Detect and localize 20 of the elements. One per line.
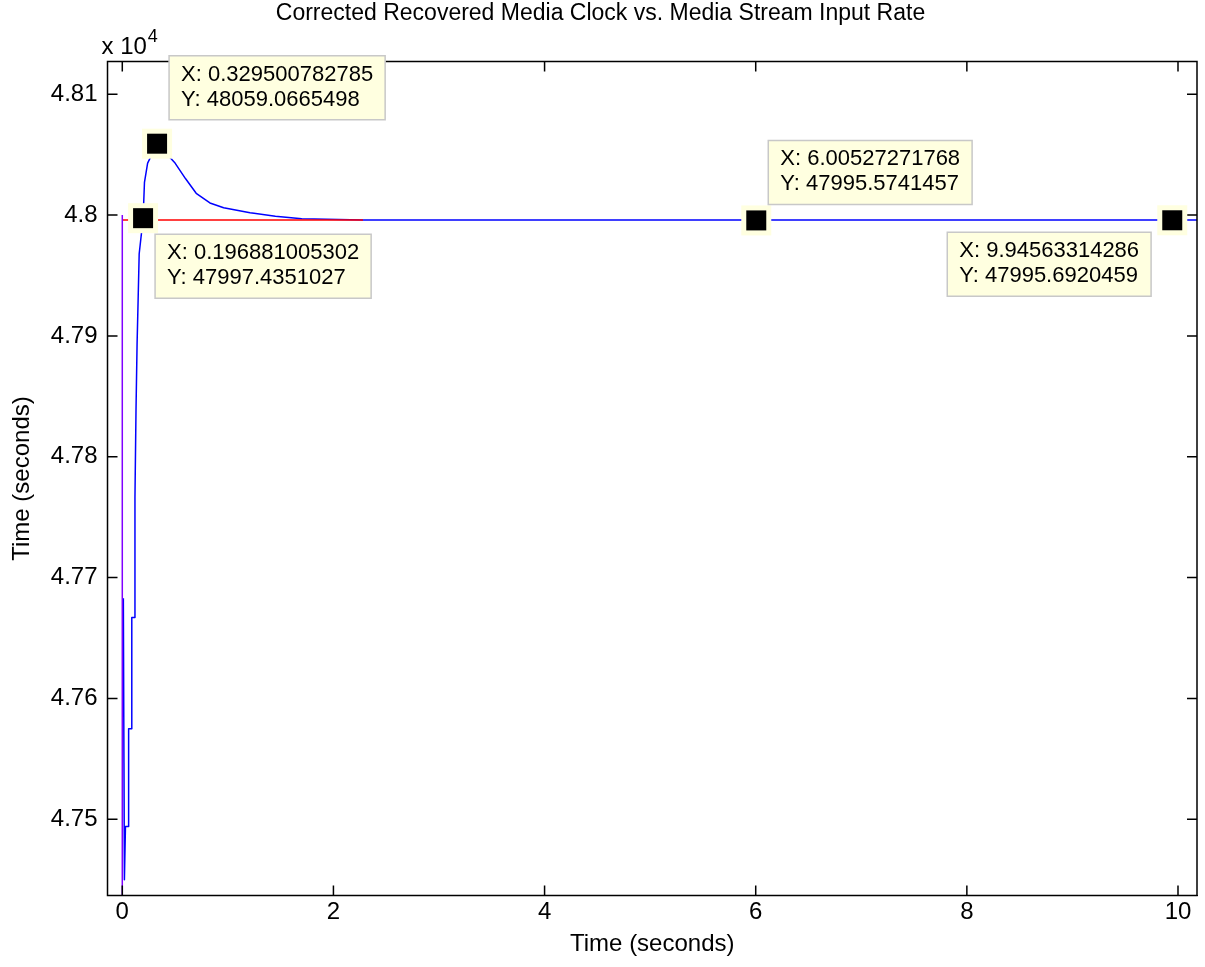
y-tick-label: 4.81 — [50, 78, 98, 106]
x-tick-label: 6 — [749, 897, 763, 925]
y-tick-label: 4.78 — [50, 441, 98, 469]
x-tick-label: 2 — [326, 897, 341, 925]
annotation: X: 9.94563314286 Y: 47995.6920459 — [959, 237, 1140, 288]
x-tick-label: 8 — [960, 897, 974, 925]
x-tick-label: 0 — [115, 897, 129, 925]
x-tick-label: 10 — [1164, 897, 1192, 925]
chart-title: Corrected Recovered Media Clock vs. Media Stream Input Rate — [275, 0, 926, 26]
y-tick-label: 4.8 — [64, 199, 98, 227]
annotation: X: 0.329500782785 Y: 48059.0665498 — [181, 60, 374, 111]
y-tick-label: 4.75 — [50, 803, 98, 831]
y-tick-label: 4.79 — [50, 320, 98, 348]
x-tick-label: 4 — [537, 897, 552, 925]
y-axis-title: Time (seconds) — [7, 396, 35, 561]
annotation: X: 0.196881005302 Y: 47997.4351027 — [167, 239, 360, 290]
y-tick-label: 4.77 — [50, 562, 98, 590]
x-axis-title: Time (seconds) — [570, 929, 735, 957]
y-tick-label: 4.76 — [50, 683, 98, 711]
annotation: X: 6.00527271768 Y: 47995.5741457 — [780, 145, 961, 196]
